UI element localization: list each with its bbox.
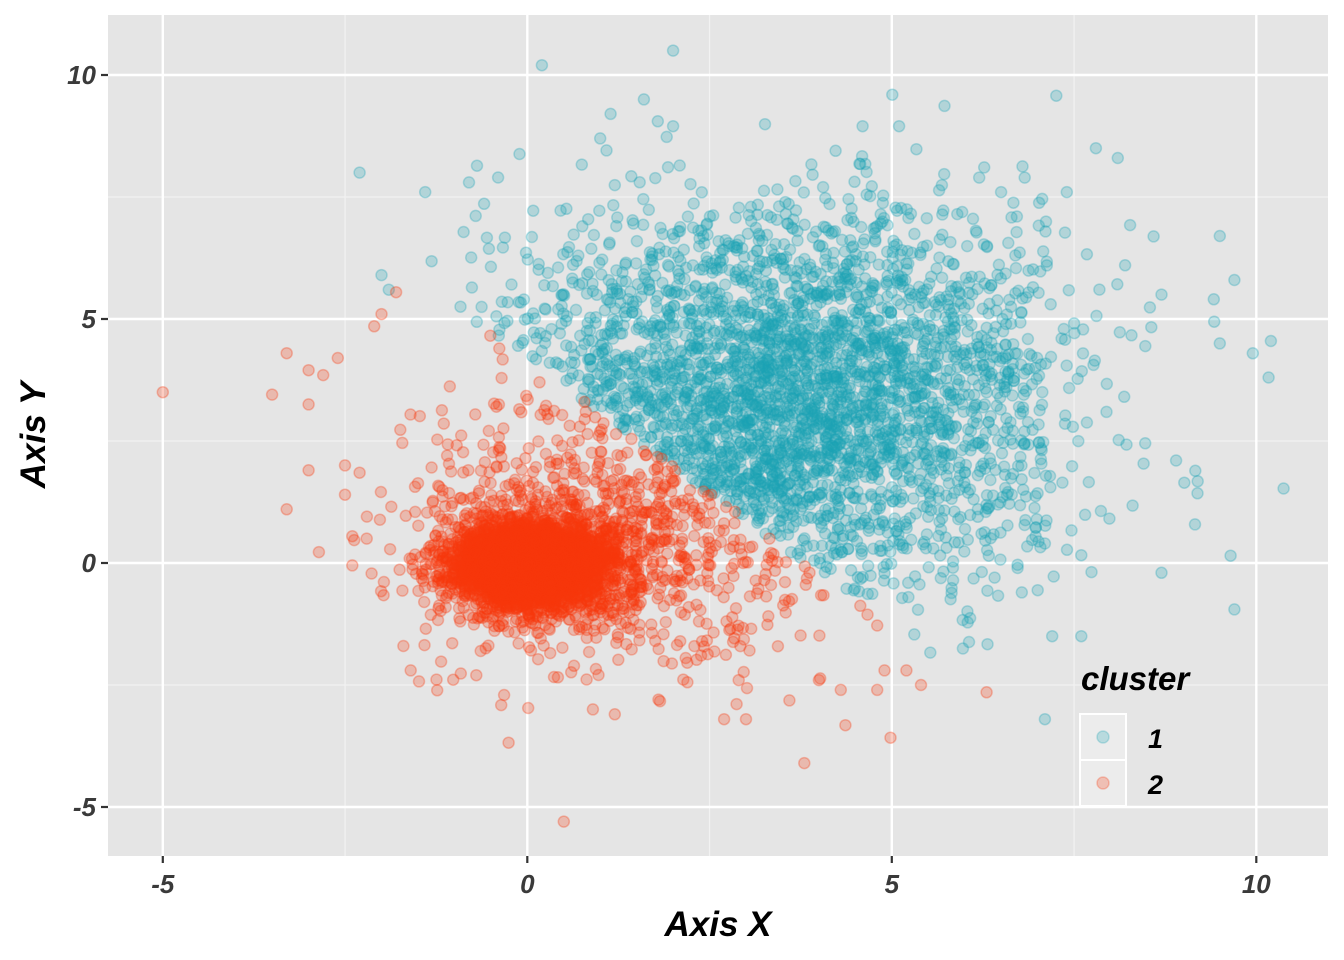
y-tick-label: 0 <box>82 548 97 578</box>
x-tick-label: 5 <box>885 869 900 899</box>
legend-key-2 <box>1079 759 1127 807</box>
y-tick-label: 10 <box>67 60 96 90</box>
x-axis-title: Axis X <box>664 905 775 944</box>
legend-label-2: 2 <box>1147 770 1163 800</box>
legend: cluster 1 2 <box>1079 660 1191 807</box>
grid-minor <box>108 15 1328 856</box>
x-tick-label: 0 <box>520 869 535 899</box>
x-tick-label: 10 <box>1242 869 1271 899</box>
y-tick-label: 5 <box>82 304 97 334</box>
legend-label-1: 1 <box>1148 724 1163 754</box>
y-axis-ticks: -5 0 5 10 <box>67 60 108 822</box>
legend-swatch-1-icon <box>1096 730 1110 744</box>
legend-title: cluster <box>1081 660 1191 697</box>
data-points <box>156 44 1290 828</box>
y-axis-title: Axis Y <box>14 379 53 489</box>
legend-swatch-2-icon <box>1096 776 1110 790</box>
y-tick-label: -5 <box>73 792 97 822</box>
x-tick-label: -5 <box>151 869 175 899</box>
x-axis-ticks: -5 0 5 10 <box>151 856 1271 899</box>
